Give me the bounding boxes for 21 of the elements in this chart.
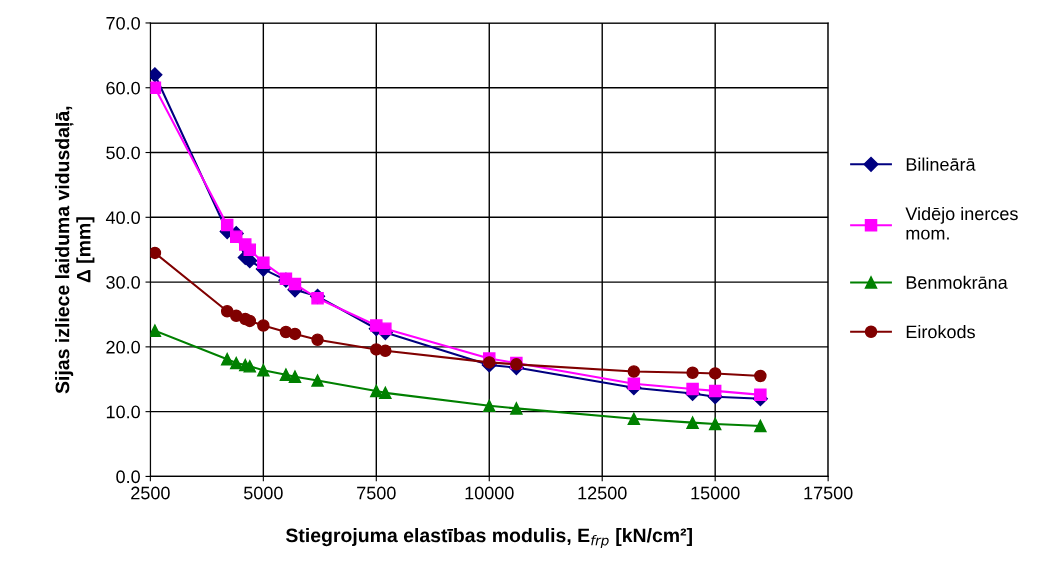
y-tick-label: 70.0: [106, 16, 140, 30]
y-tick-label: 20.0: [106, 340, 140, 354]
legend-label: Bilineārā: [906, 157, 976, 171]
y-tick-label: 30.0: [106, 276, 140, 289]
y-tick-label: 40.0: [105, 211, 140, 225]
x-tick-label: 10000: [465, 486, 514, 500]
legend-label: Eirokods: [906, 325, 975, 339]
x-tick-label: 2500: [131, 486, 170, 500]
x-tick-label: 15000: [691, 486, 740, 500]
y-tick-label: 10.0: [106, 405, 140, 419]
legend-label: Benmokrāna: [906, 275, 1008, 289]
x-tick-label: 12500: [578, 486, 627, 500]
y-tick-label: 0.0: [116, 470, 140, 484]
x-axis-title: Stiegrojuma elastības modulis, E$_{frp}$ [kN/cm²]: [285, 527, 692, 549]
x-tick-label: 17500: [804, 486, 853, 500]
legend-label: Vidējo inerces mom.: [905, 206, 1018, 240]
x-tick-label: 5000: [243, 486, 283, 500]
y-tick-label: 60.0: [106, 81, 140, 95]
y-axis-title: Sijas izliece laiduma vidusdaļā, Δ [mm]: [55, 106, 95, 394]
y-tick-label: 50.0: [106, 146, 140, 160]
x-tick-label: 7500: [357, 486, 396, 500]
